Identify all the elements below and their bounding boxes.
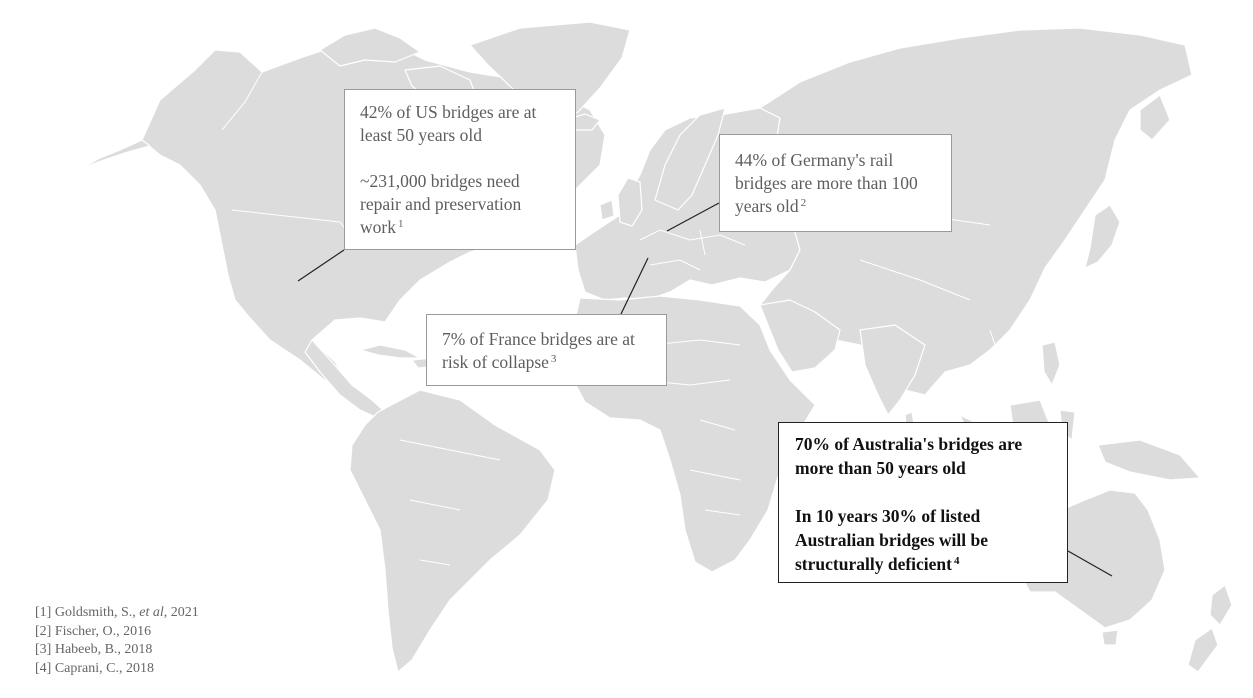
france-reference-marker: 3 — [550, 353, 557, 365]
philippines — [1041, 341, 1061, 386]
ireland — [599, 199, 615, 221]
france-bridges-callout: 7% of France bridges are at risk of coll… — [426, 314, 667, 386]
reference-year: , 2021 — [163, 605, 199, 620]
reference-number: [2] — [35, 623, 52, 639]
indian-subcontinent — [859, 324, 926, 416]
reference-year: 2018 — [120, 642, 153, 658]
germany-leader-line — [666, 202, 720, 232]
arctic-islands — [319, 27, 421, 67]
references-list: [1] Goldsmith, S., et al, 2021 [2] Fisch… — [35, 604, 199, 678]
greenland — [469, 21, 631, 123]
us-bridges-callout: 42% of US bridges are at least 50 years … — [344, 89, 576, 250]
reference-author: Fischer, O., — [54, 623, 120, 639]
japan — [1084, 204, 1121, 269]
new-zealand-north — [1209, 584, 1233, 626]
reference-author: Goldsmith, S., — [54, 605, 136, 620]
us-bridges-repair-stat: ~231,000 bridges need repair and preserv… — [360, 170, 561, 239]
scandinavia — [654, 107, 726, 211]
germany-bridges-stat: 44% of Germany's rail bridges are more t… — [735, 149, 941, 218]
reference-et-al: et al — [139, 605, 164, 620]
tasmania — [1101, 629, 1119, 646]
africa-borders — [609, 339, 741, 516]
reference-item: [1] Goldsmith, S., et al, 2021 — [35, 604, 199, 623]
us-reference-marker: 1 — [397, 218, 404, 230]
asia — [759, 27, 1193, 396]
france-bridges-text: 7% of France bridges are at risk of coll… — [442, 329, 635, 372]
new-zealand-south — [1187, 627, 1219, 673]
reference-year: 2016 — [119, 623, 152, 639]
france-leader-line — [620, 257, 649, 315]
australia-bridges-deficiency-stat: In 10 years 30% of listed Australian bri… — [795, 504, 1061, 576]
reference-number: [1] — [35, 605, 52, 620]
south-america-borders — [399, 439, 501, 566]
us-leader-line — [297, 249, 345, 282]
reference-item: [3] Habeeb, B., 2018 — [35, 641, 199, 660]
kamchatka — [1139, 94, 1171, 141]
australia-bridges-age-stat: 70% of Australia's bridges are more than… — [795, 434, 1023, 478]
reference-item: [4] Caprani, C., 2018 — [35, 660, 199, 679]
france-bridges-stat: 7% of France bridges are at risk of coll… — [442, 328, 658, 374]
reference-year: 2018 — [122, 660, 154, 676]
great-britain — [617, 177, 643, 227]
australia-leader-line — [1067, 550, 1113, 577]
australia-bridges-callout: 70% of Australia's bridges are more than… — [778, 422, 1068, 583]
us-bridges-age-stat: 42% of US bridges are at least 50 years … — [360, 102, 537, 145]
reference-item: [2] Fischer, O., 2016 — [35, 623, 199, 642]
reference-number: [4] — [35, 660, 52, 676]
germany-bridges-text: 44% of Germany's rail bridges are more t… — [735, 150, 918, 216]
arabian-peninsula — [759, 299, 841, 373]
cuba — [359, 344, 421, 359]
reference-number: [3] — [35, 642, 52, 658]
australia-bridges-deficiency-text: In 10 years 30% of listed Australian bri… — [795, 506, 989, 574]
reference-author: Habeeb, B., — [54, 642, 121, 658]
new-guinea — [1097, 439, 1201, 481]
europe-borders — [639, 229, 746, 271]
us-bridges-repair-text: ~231,000 bridges need repair and preserv… — [360, 171, 522, 237]
germany-reference-marker: 2 — [800, 197, 807, 209]
alaska-canada-border — [221, 71, 263, 131]
alaska-peninsula — [81, 139, 151, 169]
australia-reference-marker: 4 — [953, 555, 960, 567]
germany-bridges-callout: 44% of Germany's rail bridges are more t… — [719, 134, 952, 232]
reference-author: Caprani, C., — [54, 660, 123, 676]
south-america — [349, 389, 556, 673]
